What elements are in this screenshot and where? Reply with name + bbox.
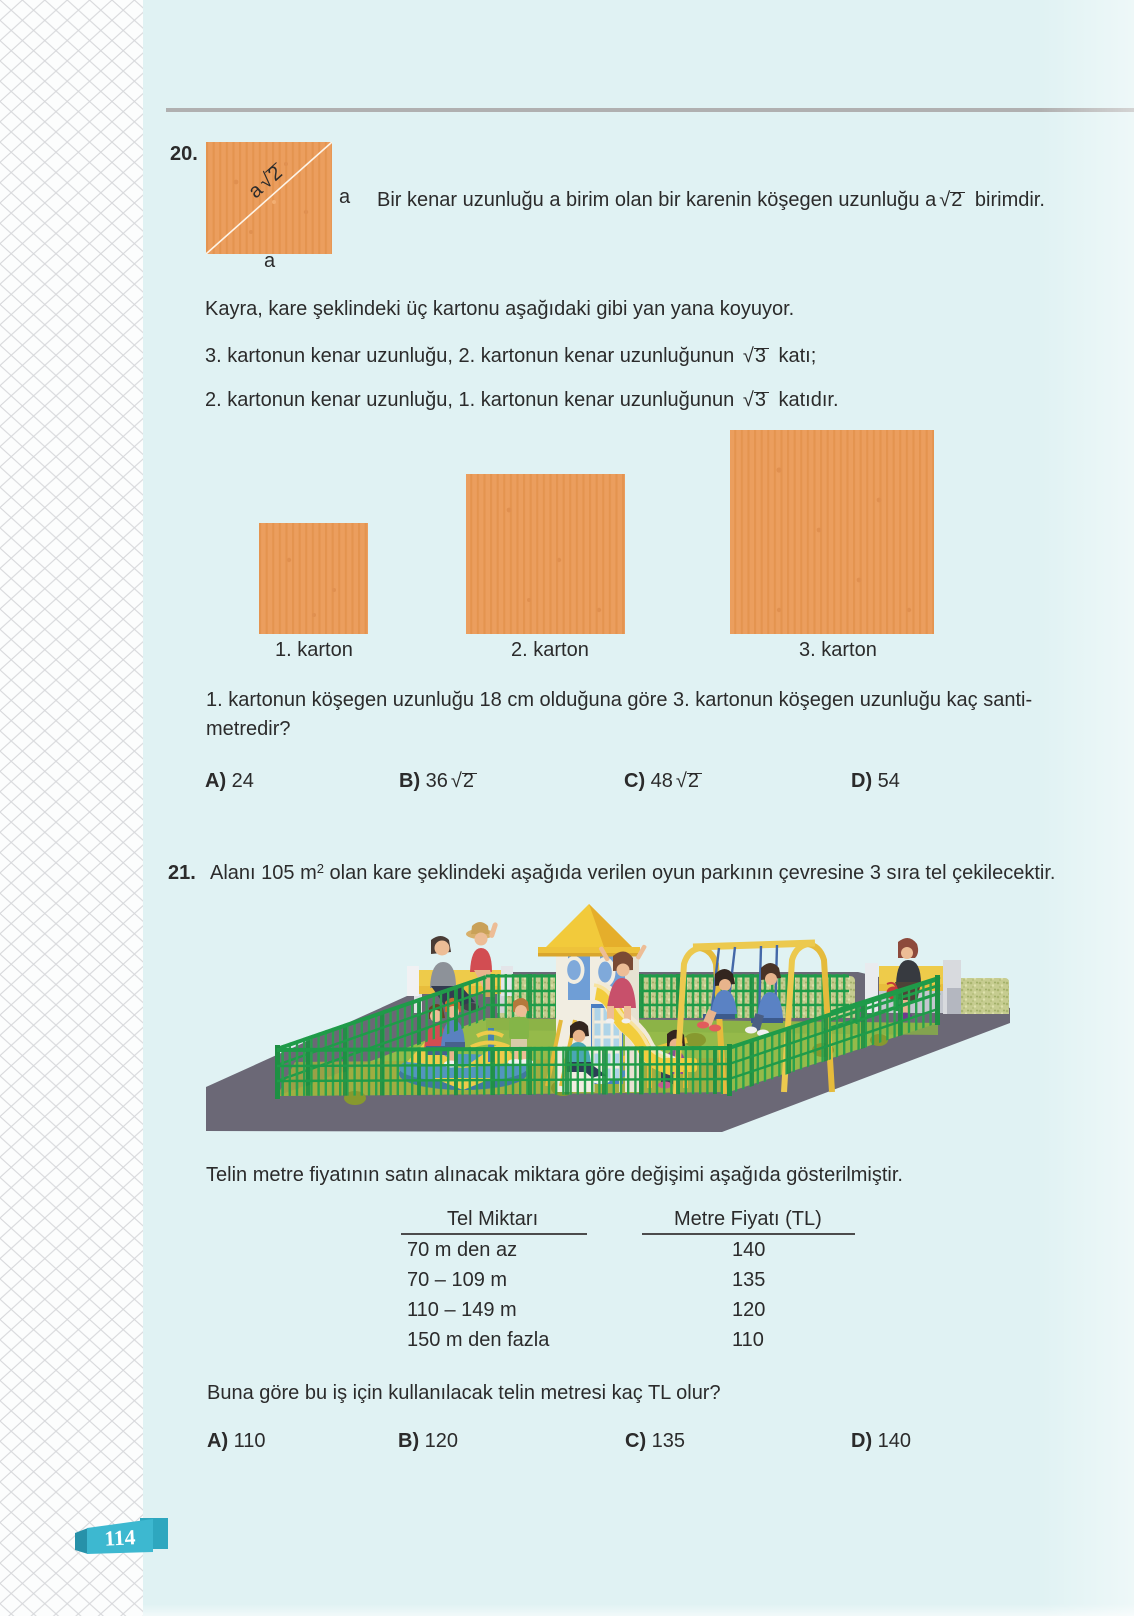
- svg-text:114: 114: [104, 1525, 137, 1551]
